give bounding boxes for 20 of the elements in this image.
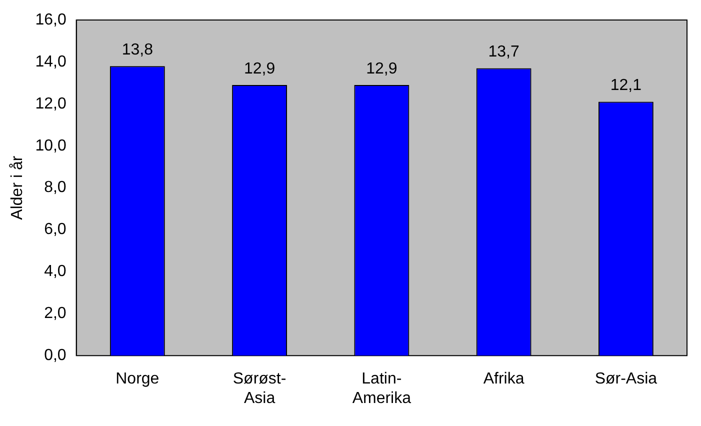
- data-label: 13,8: [122, 42, 154, 59]
- data-label: 12,9: [366, 60, 398, 78]
- x-tick-label: Sør-Asia: [594, 370, 658, 388]
- y-tick-label: 8,0: [44, 179, 66, 196]
- data-label: 12,9: [244, 60, 276, 78]
- x-tick-label: Afrika: [483, 370, 524, 388]
- y-tick-label: 4,0: [44, 263, 66, 280]
- x-tick-label: Latin- Amerika: [352, 370, 412, 407]
- x-tick-label: Norge: [116, 370, 160, 388]
- y-tick-label: 10,0: [35, 137, 66, 154]
- y-tick-label: 14,0: [35, 53, 66, 70]
- x-tick-label: Sørøst- Asia: [232, 370, 286, 407]
- data-label: 13,7: [488, 44, 520, 61]
- y-tick-label: 6,0: [44, 221, 66, 238]
- y-tick-label: 12,0: [35, 95, 66, 112]
- y-tick-label: 2,0: [44, 305, 66, 322]
- data-label: 12,1: [610, 77, 642, 94]
- y-tick-label: 16,0: [35, 11, 66, 28]
- y-tick-label: 0,0: [44, 347, 66, 364]
- y-axis-title: Alder i år: [9, 155, 26, 220]
